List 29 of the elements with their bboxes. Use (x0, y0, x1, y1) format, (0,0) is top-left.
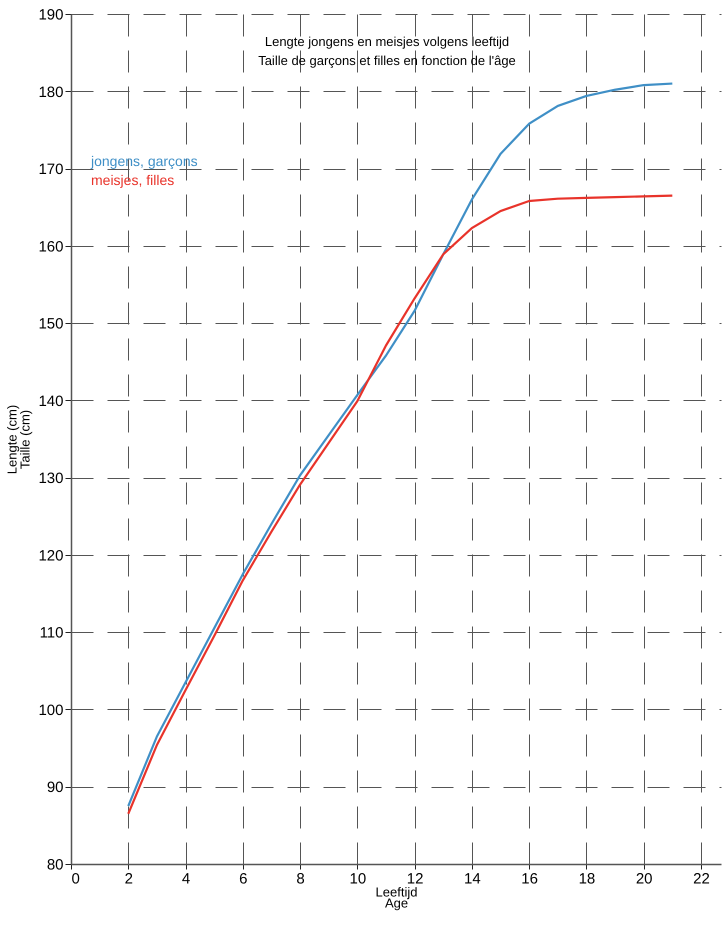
y-tick-label: 170 (38, 161, 64, 178)
x-tick-label: 22 (693, 870, 710, 888)
y-tick-label: 190 (38, 6, 64, 24)
x-tick-label: 10 (350, 870, 366, 888)
x-tick-label: 12 (406, 870, 424, 888)
y-tick-label: 150 (38, 316, 64, 333)
x-tick-label: 8 (296, 870, 305, 888)
y-tick-label: 140 (38, 392, 64, 410)
x-tick-label: 4 (182, 870, 190, 888)
y-tick-label: 110 (40, 624, 64, 642)
y-tick-label: 180 (38, 84, 64, 101)
x-tick-label: 6 (239, 870, 248, 888)
text: Lengte jongens en meisjes volgens leeftijd (264, 34, 510, 49)
y-tick-label: 120 (38, 547, 64, 564)
y-tick-label: 90 (46, 779, 64, 796)
x-tick-label: 2 (124, 870, 133, 888)
y-tick-label: 160 (38, 238, 64, 256)
y-tick-label: 100 (38, 702, 64, 719)
text: meisjes, filles (91, 172, 174, 188)
x-tick-label: 20 (636, 870, 653, 888)
x-axis-title: Leeftijd Age (376, 884, 418, 910)
x-tick-label: 14 (464, 870, 481, 888)
x-tick-label: 18 (578, 870, 596, 888)
y-tick-label: 130 (38, 470, 64, 488)
line-series (127, 194, 674, 815)
y-tick-label: 80 (46, 856, 64, 874)
y-axis-title: Lengte (cm) Taille (cm) (4, 404, 32, 474)
x-tick-label: 16 (521, 870, 538, 888)
x-tick-label: 0 (72, 870, 80, 888)
